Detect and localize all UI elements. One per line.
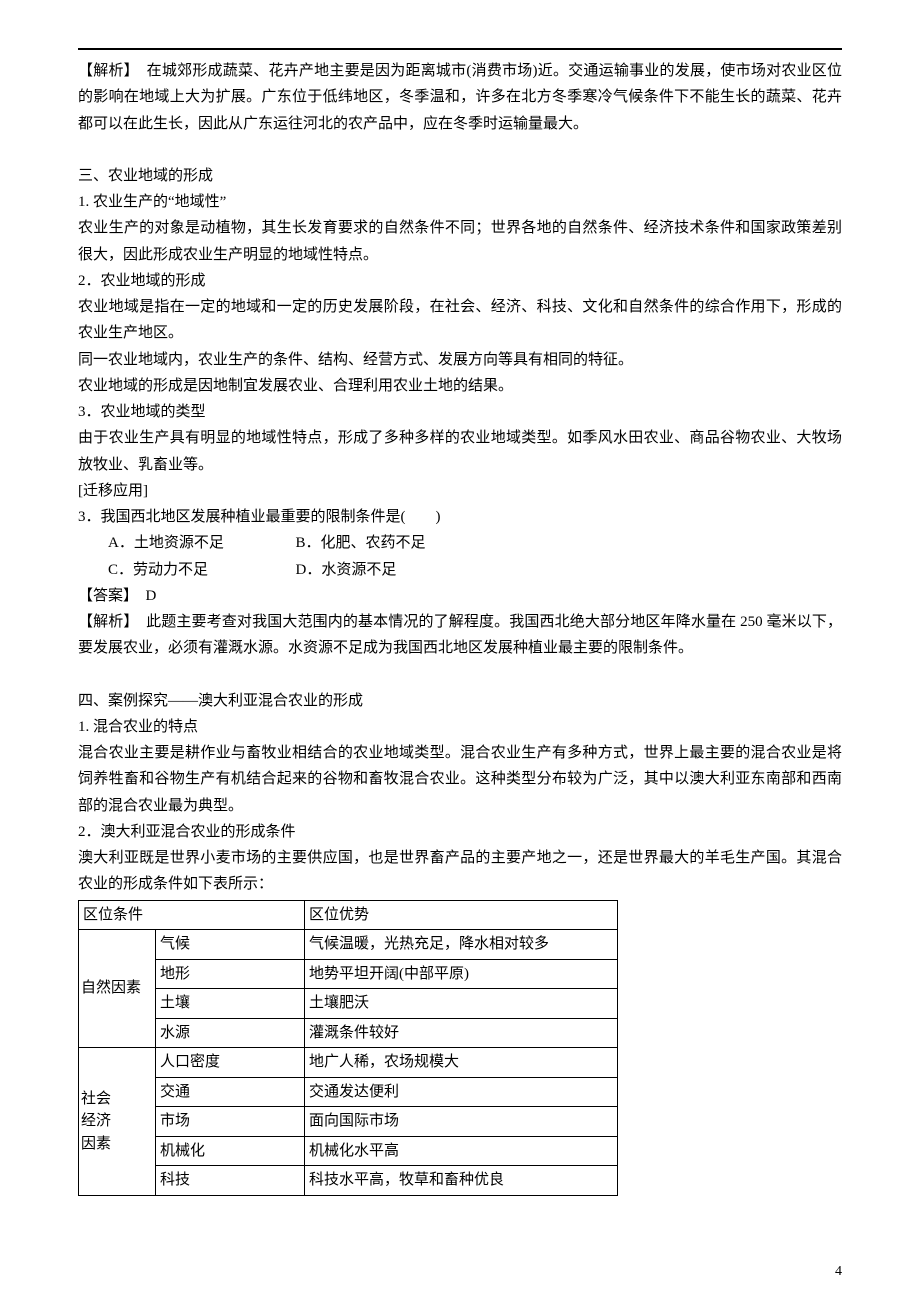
page-number: 4 [835,1260,842,1285]
analysis-label: 【解析】 [78,63,147,79]
question-3-options-row1: A．土地资源不足B．化肥、农药不足 [78,530,842,556]
top-rule [78,48,842,50]
advantage-cell: 灌溉条件较好 [305,1018,618,1048]
option-A: A．土地资源不足 [108,530,296,556]
section-4-title: 四、案例探究——澳大利亚混合农业的形成 [78,688,842,714]
sec3-3-body: 由于农业生产具有明显的地域性特点，形成了多种多样的农业地域类型。如季风水田农业、… [78,425,842,478]
advantage-cell: 面向国际市场 [305,1107,618,1137]
table-row: 自然因素 气候 气候温暖，光热充足，降水相对较多 [79,930,618,960]
sec3-2-body-2: 同一农业地域内，农业生产的条件、结构、经营方式、发展方向等具有相同的特征。 [78,347,842,373]
table-header-row: 区位条件 区位优势 [79,900,618,930]
advantage-cell: 地势平坦开阔(中部平原) [305,959,618,989]
advantage-cell: 交通发达便利 [305,1077,618,1107]
spacer [78,662,842,688]
factor-cell: 水源 [156,1018,305,1048]
factor-cell: 市场 [156,1107,305,1137]
factor-cell: 土壤 [156,989,305,1019]
table-row: 地形 地势平坦开阔(中部平原) [79,959,618,989]
sec4-2-body: 澳大利亚既是世界小麦市场的主要供应国，也是世界畜产品的主要产地之一，还是世界最大… [78,845,842,898]
group-socioeconomic-factors: 社会经济因素 [79,1048,156,1196]
advantage-cell: 科技水平高，牧草和畜种优良 [305,1166,618,1196]
table-row: 水源 灌溉条件较好 [79,1018,618,1048]
analysis-text: 在城郊形成蔬菜、花卉产地主要是因为距离城市(消费市场)近。交通运输事业的发展，使… [78,63,842,132]
sec3-1-body: 农业生产的对象是动植物，其生长发育要求的自然条件不同；世界各地的自然条件、经济技… [78,215,842,268]
advantage-cell: 机械化水平高 [305,1136,618,1166]
transfer-label: [迁移应用] [78,478,842,504]
table-row: 市场 面向国际市场 [79,1107,618,1137]
sec4-1-heading: 1. 混合农业的特点 [78,714,842,740]
sec3-2-heading: 2．农业地域的形成 [78,268,842,294]
factor-cell: 机械化 [156,1136,305,1166]
sec3-2-body-3: 农业地域的形成是因地制宜发展农业、合理利用农业土地的结果。 [78,373,842,399]
question-3-stem: 3．我国西北地区发展种植业最重要的限制条件是( ) [78,504,842,530]
sec3-1-heading: 1. 农业生产的“地域性” [78,189,842,215]
factor-cell: 科技 [156,1166,305,1196]
table-row: 土壤 土壤肥沃 [79,989,618,1019]
table-row: 科技 科技水平高，牧草和畜种优良 [79,1166,618,1196]
advantage-cell: 土壤肥沃 [305,989,618,1019]
advantage-cell: 气候温暖，光热充足，降水相对较多 [305,930,618,960]
table-row: 社会经济因素 人口密度 地广人稀，农场规模大 [79,1048,618,1078]
table-row: 机械化 机械化水平高 [79,1136,618,1166]
analysis-label: 【解析】 [78,614,146,630]
analysis-block-2: 【解析】 此题主要考查对我国大范围内的基本情况的了解程度。我国西北绝大部分地区年… [78,609,842,662]
question-3-options-row2: C．劳动力不足D．水资源不足 [78,557,842,583]
section-3-title: 三、农业地域的形成 [78,163,842,189]
header-cell-advantages: 区位优势 [305,900,618,930]
sec4-1-body: 混合农业主要是耕作业与畜牧业相结合的农业地域类型。混合农业生产有多种方式，世界上… [78,740,842,819]
sec4-2-heading: 2．澳大利亚混合农业的形成条件 [78,819,842,845]
sec3-2-body-1: 农业地域是指在一定的地域和一定的历史发展阶段，在社会、经济、科技、文化和自然条件… [78,294,842,347]
document-page: 【解析】 在城郊形成蔬菜、花卉产地主要是因为距离城市(消费市场)近。交通运输事业… [0,0,920,1302]
factor-cell: 人口密度 [156,1048,305,1078]
header-cell-conditions: 区位条件 [79,900,305,930]
option-C: C．劳动力不足 [108,557,296,583]
answer-line: 【答案】 D [78,583,842,609]
factor-cell: 交通 [156,1077,305,1107]
factor-cell: 地形 [156,959,305,989]
sec3-3-heading: 3．农业地域的类型 [78,399,842,425]
answer-label: 【答案】 [78,588,146,604]
option-B: B．化肥、农药不足 [296,530,426,556]
group-natural-factors: 自然因素 [79,930,156,1048]
analysis-text: 此题主要考查对我国大范围内的基本情况的了解程度。我国西北绝大部分地区年降水量在 … [78,614,842,656]
advantage-cell: 地广人稀，农场规模大 [305,1048,618,1078]
option-D: D．水资源不足 [296,557,397,583]
analysis-block-1: 【解析】 在城郊形成蔬菜、花卉产地主要是因为距离城市(消费市场)近。交通运输事业… [78,58,842,137]
answer-value: D [146,588,157,604]
conditions-table: 区位条件 区位优势 自然因素 气候 气候温暖，光热充足，降水相对较多 地形 地势… [78,900,618,1196]
spacer [78,137,842,163]
factor-cell: 气候 [156,930,305,960]
table-row: 交通 交通发达便利 [79,1077,618,1107]
